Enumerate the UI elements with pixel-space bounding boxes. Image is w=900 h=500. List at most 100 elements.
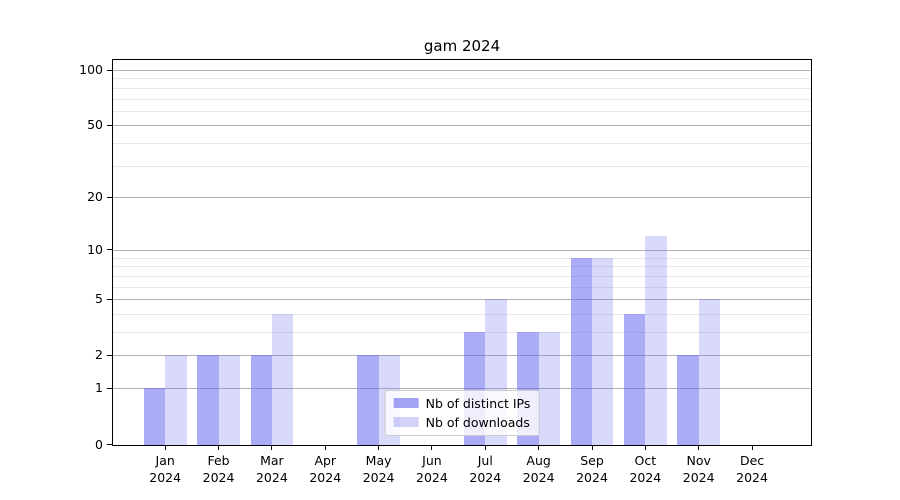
bar-downloads-mar [271, 313, 294, 445]
gridline-minor [113, 87, 811, 89]
x-tick-label: Sep 2024 [560, 452, 624, 486]
gridline-minor [113, 165, 811, 167]
x-tick-mark [644, 444, 646, 450]
x-tick-year: 2024 [149, 470, 182, 485]
x-tick-label: Dec 2024 [720, 452, 784, 486]
x-tick-label: Apr 2024 [293, 452, 357, 486]
gridline-minor [113, 143, 811, 145]
x-tick-mark [218, 444, 220, 450]
x-tick-mark [538, 444, 540, 450]
x-tick-label: Jun 2024 [400, 452, 464, 486]
gridline-major [113, 249, 811, 251]
legend-swatch-distinct-ips [393, 398, 419, 408]
y-tick-mark [107, 249, 113, 251]
y-tick-label: 100 [79, 62, 103, 78]
y-tick-mark [107, 196, 113, 198]
x-tick-year: 2024 [736, 470, 768, 485]
y-tick-mark [107, 69, 113, 71]
x-tick-month: Jun [422, 453, 442, 468]
gridline-major [113, 355, 811, 357]
bar-downloads-nov [698, 299, 721, 445]
x-tick-label: Jul 2024 [453, 452, 517, 486]
bar-distinct-ips-sep [570, 257, 592, 445]
bar-distinct-ips-jan [143, 388, 166, 445]
x-tick-label: Jan 2024 [133, 452, 197, 486]
x-tick-month: Apr [314, 453, 337, 468]
y-tick-label: 0 [95, 436, 103, 452]
x-tick-month: Oct [634, 453, 657, 468]
x-tick-year: 2024 [682, 470, 715, 485]
gridline-major [113, 299, 811, 301]
legend-row: Nb of distinct IPs [393, 394, 531, 413]
x-tick-mark [698, 444, 700, 450]
x-tick-year: 2024 [309, 470, 342, 485]
x-tick-label: Mar 2024 [240, 452, 304, 486]
gridline-minor [113, 313, 811, 315]
gridline-minor [113, 98, 811, 100]
gridline-minor [113, 78, 811, 80]
x-tick-year: 2024 [469, 470, 502, 485]
bar-distinct-ips-oct [624, 313, 646, 445]
x-tick-label: Nov 2024 [667, 452, 731, 486]
x-tick-mark [431, 444, 433, 450]
gridline-major [113, 388, 811, 390]
x-tick-label: Feb 2024 [187, 452, 251, 486]
bar-downloads-aug [538, 332, 560, 445]
x-tick-month: May [365, 453, 392, 468]
gridline-major [113, 125, 811, 127]
x-tick-month: Jul [477, 453, 493, 468]
x-tick-month: Sep [580, 453, 604, 468]
gridline-major [113, 70, 811, 72]
x-tick-year: 2024 [416, 470, 448, 485]
bar-distinct-ips-feb [197, 355, 219, 445]
x-tick-year: 2024 [255, 470, 288, 485]
x-tick-mark [378, 444, 380, 450]
gridline-minor [113, 257, 811, 259]
gridline-major [113, 197, 811, 199]
y-tick-mark [107, 354, 113, 356]
y-tick-mark [107, 387, 113, 389]
y-tick-mark [107, 444, 113, 445]
bar-downloads-sep [592, 257, 614, 445]
x-tick-year: 2024 [629, 470, 662, 485]
y-tick-label: 2 [95, 347, 103, 363]
x-tick-month: Mar [260, 453, 284, 468]
legend-row: Nb of downloads [393, 413, 531, 432]
legend-label-distinct-ips: Nb of distinct IPs [425, 395, 531, 411]
gridline-minor [113, 266, 811, 268]
plot-area: Nb of distinct IPs Nb of downloads [112, 58, 812, 446]
bar-distinct-ips-nov [677, 355, 699, 445]
x-tick-label: May 2024 [347, 452, 411, 486]
legend-label-downloads: Nb of downloads [425, 414, 530, 430]
x-tick-month: Dec [739, 453, 765, 468]
bar-downloads-feb [218, 355, 240, 445]
x-tick-label: Oct 2024 [613, 452, 677, 486]
x-tick-label: Aug 2024 [507, 452, 571, 486]
x-tick-mark [164, 444, 166, 450]
x-tick-year: 2024 [362, 470, 395, 485]
x-tick-mark [324, 444, 326, 450]
x-tick-month: Aug [526, 453, 551, 468]
x-tick-month: Feb [207, 453, 230, 468]
y-tick-label: 20 [87, 189, 103, 205]
y-tick-label: 1 [95, 380, 103, 396]
x-tick-month: Jan [155, 453, 175, 468]
gridline-minor [113, 110, 811, 112]
x-tick-mark [484, 444, 486, 450]
chart-title: gam 2024 [423, 37, 501, 55]
gridline-minor [113, 332, 811, 334]
legend: Nb of distinct IPs Nb of downloads [384, 389, 540, 436]
y-tick-label: 5 [95, 291, 103, 307]
x-tick-year: 2024 [576, 470, 608, 485]
x-tick-year: 2024 [202, 470, 235, 485]
legend-swatch-downloads [393, 417, 419, 427]
y-tick-label: 50 [87, 117, 103, 133]
bar-distinct-ips-may [357, 355, 379, 445]
x-tick-mark [271, 444, 273, 450]
y-tick-mark [107, 298, 113, 300]
x-tick-month: Nov [686, 453, 711, 468]
bar-downloads-oct [645, 236, 667, 445]
y-tick-mark [107, 124, 113, 126]
bar-downloads-jan [165, 355, 187, 445]
bar-distinct-ips-mar [250, 355, 272, 445]
